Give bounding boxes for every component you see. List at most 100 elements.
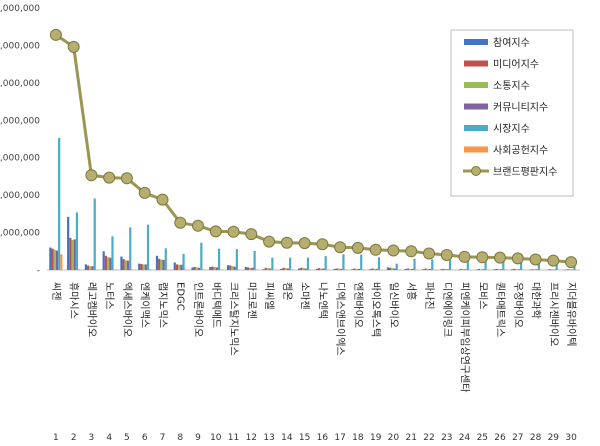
category-label-4: 엑세스바이오 xyxy=(121,282,133,337)
bar-3-27 xyxy=(535,269,538,270)
bar-4-11 xyxy=(253,250,256,270)
category-label-25: 퀀타매트릭스 xyxy=(494,282,506,337)
bar-5-20 xyxy=(415,269,418,271)
bar-3-6 xyxy=(162,259,165,270)
legend-swatch-1 xyxy=(464,60,488,67)
category-index-9: 10 xyxy=(210,433,222,443)
y-axis: - 1,000,000 2,000,000 3,000,000 4,000,000 5,0… xyxy=(0,4,580,276)
bar-2-14 xyxy=(302,268,305,270)
brand-index-point-14 xyxy=(298,237,311,250)
brand-index-point-15 xyxy=(316,238,329,251)
bar-1-12 xyxy=(264,267,267,270)
bar-2-2 xyxy=(89,266,92,270)
bar-4-23 xyxy=(466,261,469,270)
y-tick-label: 5,000,000 xyxy=(0,79,40,89)
bar-4-9 xyxy=(217,248,221,270)
bar-1-1 xyxy=(69,237,72,270)
y-tick-label: 2,000,000 xyxy=(0,191,40,201)
legend-label-5: 사회공헌지수 xyxy=(493,145,548,157)
bar-3-12 xyxy=(269,268,272,270)
legend-swatch-point xyxy=(471,166,481,176)
bar-1-21 xyxy=(424,268,427,270)
bar-1-25 xyxy=(495,268,498,270)
bar-3-3 xyxy=(109,257,112,270)
bar-4-4 xyxy=(129,227,132,270)
bar-2-18 xyxy=(373,268,376,270)
legend-label-0: 참여지수 xyxy=(493,37,530,49)
category-index-28: 29 xyxy=(548,433,560,443)
category-label-29: 지더블유바이텍 xyxy=(565,282,577,346)
bar-1-24 xyxy=(477,268,481,270)
bar-4-19 xyxy=(395,263,398,270)
bar-5-0 xyxy=(60,254,63,270)
bar-4-1 xyxy=(75,212,79,270)
bar-2-17 xyxy=(355,268,358,270)
category-label-27: 대한과학 xyxy=(530,282,542,319)
bar-0-21 xyxy=(422,269,425,270)
category-label-9: 바디텍메드 xyxy=(210,282,222,328)
bar-3-7 xyxy=(180,264,183,270)
bar-1-9 xyxy=(211,266,214,270)
brand-index-point-2 xyxy=(85,169,98,182)
bar-3-2 xyxy=(91,266,94,270)
bar-2-27 xyxy=(533,269,536,270)
bar-2-25 xyxy=(497,269,501,270)
category-label-26: 우정바이오 xyxy=(512,282,524,328)
bar-5-15 xyxy=(326,269,329,271)
bar-5-19 xyxy=(397,269,401,271)
bar-4-7 xyxy=(182,253,185,270)
category-label-15: 나노엔텍 xyxy=(316,282,328,319)
bar-4-0 xyxy=(58,137,61,270)
category-label-14: 소마젠 xyxy=(299,282,311,310)
brand-index-point-18 xyxy=(369,243,382,256)
category-index-15: 16 xyxy=(317,433,329,443)
bar-4-14 xyxy=(306,257,310,270)
bar-1-0 xyxy=(51,248,54,270)
bar-0-4 xyxy=(120,256,123,270)
brand-index-point-4 xyxy=(120,172,133,185)
category-label-0: 씨젠 xyxy=(50,282,62,300)
bar-2-8 xyxy=(195,267,199,270)
bar-5-13 xyxy=(291,269,294,271)
bar-1-28 xyxy=(548,269,552,270)
brand-index-point-7 xyxy=(174,216,187,229)
bar-0-16 xyxy=(333,268,336,270)
category-index-13: 14 xyxy=(281,433,293,443)
brand-index-point-19 xyxy=(387,244,400,257)
bar-2-16 xyxy=(337,268,341,270)
bar-1-2 xyxy=(87,265,90,270)
category-index-21: 22 xyxy=(423,433,434,443)
x-axis: 씨젠 1 휴마시스 2 레고켐바이오 3 노터스 4 엑세스바이오 5 엔케이맥스 6 랩지노믹스 7 ED… xyxy=(50,282,577,443)
category-label-19: 일신바이오 xyxy=(387,282,399,328)
bar-5-17 xyxy=(362,269,365,271)
category-label-22: 디엔에이링크 xyxy=(441,282,453,337)
bar-3-5 xyxy=(144,264,147,270)
bar-3-1 xyxy=(73,239,76,270)
category-index-27: 28 xyxy=(530,433,542,443)
bar-1-8 xyxy=(193,267,196,270)
bar-4-8 xyxy=(200,242,203,270)
category-label-2: 레고켐바이오 xyxy=(85,282,97,337)
bar-1-6 xyxy=(158,258,161,270)
bar-3-8 xyxy=(198,267,201,270)
bar-4-24 xyxy=(484,260,487,270)
bar-5-18 xyxy=(380,269,383,271)
category-index-20: 21 xyxy=(405,433,416,443)
bar-1-23 xyxy=(460,268,463,270)
category-label-3: 노터스 xyxy=(103,282,115,310)
bar-1-18 xyxy=(371,268,374,270)
y-tick-label: 6,000,000 xyxy=(0,41,40,51)
bar-5-10 xyxy=(237,269,241,271)
bar-2-7 xyxy=(178,264,181,270)
bar-3-18 xyxy=(375,268,378,270)
category-index-3: 4 xyxy=(106,433,112,443)
bar-2-5 xyxy=(142,264,145,270)
bar-5-28 xyxy=(557,269,560,271)
bar-1-5 xyxy=(140,264,143,270)
bar-1-29 xyxy=(566,269,569,270)
bar-1-27 xyxy=(531,269,534,270)
bar-0-22 xyxy=(440,269,443,270)
y-tick-label: 4,000,000 xyxy=(0,116,40,126)
bar-1-13 xyxy=(282,267,285,270)
